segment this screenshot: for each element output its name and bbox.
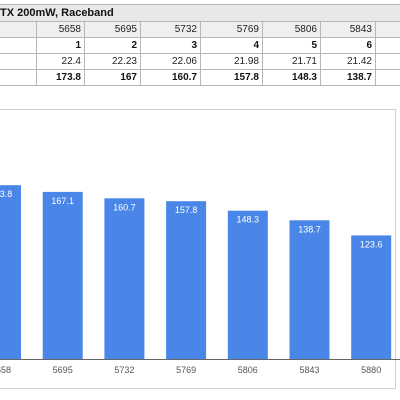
data-label: 148.3: [237, 215, 260, 225]
x-tick-label: 5695: [53, 365, 73, 375]
table-cell[interactable]: 157.8: [200, 70, 262, 85]
data-label: 167.1: [51, 196, 74, 206]
x-tick-label: 5658: [0, 365, 11, 375]
table-row: 1 2 3 4 5 6: [0, 38, 400, 54]
table-row: 22.4 22.23 22.06 21.98 21.71 21.42: [0, 54, 400, 70]
data-label: 123.6: [360, 239, 383, 249]
data-label: 157.8: [175, 205, 198, 215]
table-cell[interactable]: 22.06: [140, 54, 200, 69]
table-cell[interactable]: 5658: [36, 22, 84, 37]
data-label: 173.8: [0, 189, 12, 199]
table-cell[interactable]: 148.3: [262, 70, 320, 85]
table-cell[interactable]: 5769: [200, 22, 262, 37]
table-cell[interactable]: 2: [84, 38, 140, 53]
table-cell[interactable]: 21.98: [200, 54, 262, 69]
empty-row: [0, 86, 400, 100]
table-cell[interactable]: 6: [320, 38, 375, 53]
table-cell[interactable]: 167: [84, 70, 140, 85]
x-tick-label: 5806: [238, 365, 258, 375]
bar-5843[interactable]: [289, 220, 330, 359]
x-tick-label: 5769: [176, 365, 196, 375]
bar-5658[interactable]: [0, 185, 21, 359]
table-cell[interactable]: [375, 22, 400, 37]
bar-5695[interactable]: [42, 191, 83, 359]
table-cell[interactable]: [375, 38, 400, 53]
table-row: 5658 5695 5732 5769 5806 5843: [0, 22, 400, 38]
table-cell[interactable]: 22.4: [36, 54, 84, 69]
table-cell[interactable]: 5732: [140, 22, 200, 37]
x-tick-label: 5880: [361, 365, 381, 375]
table-cell[interactable]: [375, 54, 400, 69]
table-cell[interactable]: 21.42: [320, 54, 375, 69]
x-tick-label: 5843: [299, 365, 319, 375]
table-cell[interactable]: [375, 70, 400, 85]
table-cell[interactable]: 173.8: [36, 70, 84, 85]
data-label: 138.7: [298, 224, 321, 234]
bar-5732[interactable]: [104, 198, 145, 359]
bar-5806[interactable]: [227, 210, 268, 359]
table-cell[interactable]: 160.7: [140, 70, 200, 85]
x-tick-label: 5732: [114, 365, 134, 375]
table-cell[interactable]: 5843: [320, 22, 375, 37]
table-cell[interactable]: 138.7: [320, 70, 375, 85]
bar-5880[interactable]: [351, 235, 392, 359]
table-cell[interactable]: 1: [36, 38, 84, 53]
table-row: 173.8 167 160.7 157.8 148.3 138.7: [0, 70, 400, 86]
bar-5769[interactable]: [166, 201, 207, 359]
table-title-row: TX 200mW, Raceband: [0, 4, 400, 22]
table-cell[interactable]: 3: [140, 38, 200, 53]
table-title: TX 200mW, Raceband: [0, 7, 114, 19]
table-cell[interactable]: 5: [262, 38, 320, 53]
data-label: 160.7: [113, 202, 136, 212]
table-cell[interactable]: 5695: [84, 22, 140, 37]
table-cell[interactable]: 5806: [262, 22, 320, 37]
chart-frame: [0, 109, 396, 389]
table-cell[interactable]: 21.71: [262, 54, 320, 69]
table-cell[interactable]: 22.23: [84, 54, 140, 69]
table-cell[interactable]: 4: [200, 38, 262, 53]
